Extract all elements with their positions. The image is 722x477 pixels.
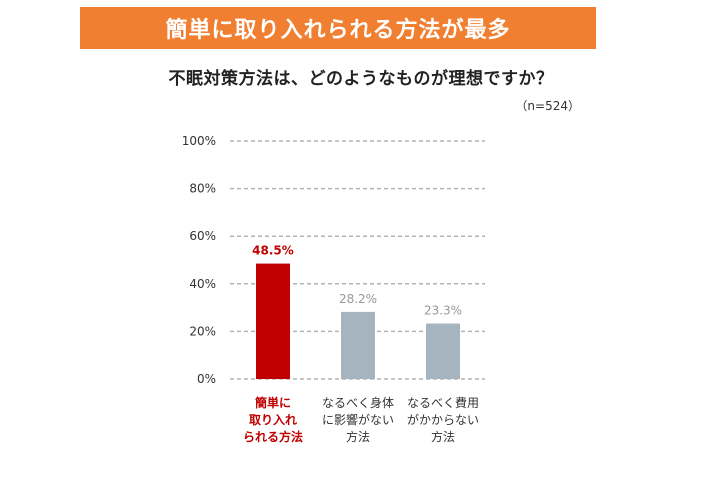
bar	[341, 311, 375, 379]
y-tick-label: 80%	[189, 182, 216, 196]
survey-question: 不眠対策方法は、どのようなものが理想ですか？	[168, 69, 554, 89]
category-label: に影響がない	[322, 412, 394, 427]
data-label: 48.5%	[252, 244, 294, 258]
data-label: 28.2%	[339, 292, 377, 306]
category-label: 方法	[346, 429, 370, 444]
category-label: 方法	[431, 429, 455, 444]
y-tick-label: 20%	[189, 324, 216, 338]
y-tick-label: 40%	[189, 277, 216, 291]
category-label: なるべく費用	[407, 395, 479, 410]
y-tick-label: 0%	[197, 372, 216, 386]
headline-text: 簡単に取り入れられる方法が最多	[165, 18, 511, 43]
data-label: 23.3%	[424, 304, 462, 318]
category-label: 簡単に	[255, 395, 291, 410]
category-label: がかからない	[407, 412, 479, 427]
bar	[426, 323, 460, 379]
headline-banner: 簡単に取り入れられる方法が最多	[80, 7, 596, 49]
bar	[256, 263, 290, 379]
category-label: 取り入れ	[249, 413, 297, 427]
category-label: られる方法	[243, 429, 303, 444]
y-tick-label: 60%	[189, 229, 216, 243]
sample-size: （n=524）	[515, 99, 580, 113]
y-tick-label: 100%	[182, 134, 216, 148]
category-label: なるべく身体	[322, 395, 394, 410]
